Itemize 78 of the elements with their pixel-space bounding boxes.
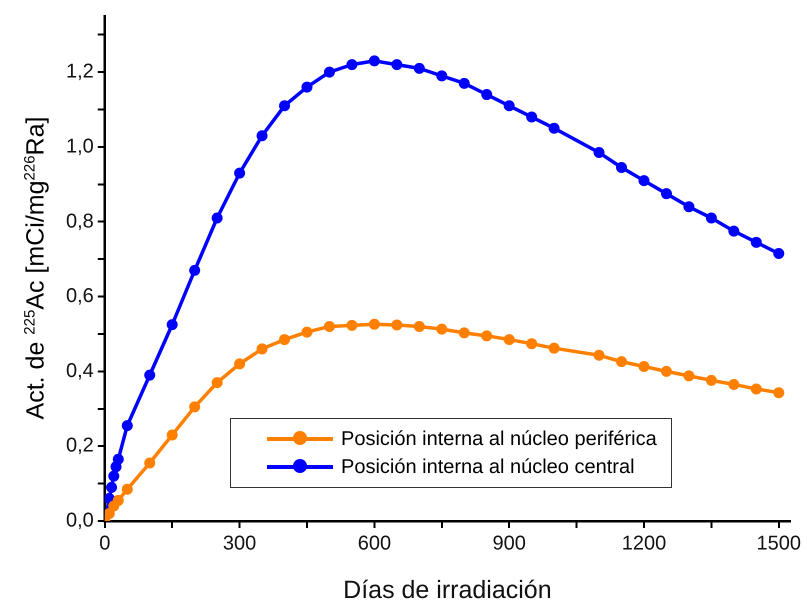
y-tick-label: 0,4 (66, 360, 94, 382)
point (683, 201, 694, 212)
point (144, 458, 156, 469)
point (256, 130, 268, 142)
y-tick-label: 1,2 (66, 60, 94, 83)
x-tick-label: 1500 (756, 532, 802, 555)
point (706, 374, 717, 386)
point (212, 377, 223, 388)
point (279, 100, 290, 112)
point (750, 383, 762, 394)
point (391, 319, 402, 330)
point (504, 100, 515, 112)
point (548, 342, 560, 354)
point (728, 378, 740, 390)
point (346, 59, 358, 70)
x-tick-label: 300 (222, 532, 256, 555)
point (773, 248, 784, 260)
x-tick-label: 1200 (622, 532, 666, 555)
point (234, 358, 246, 370)
point (301, 326, 312, 338)
point (212, 212, 223, 224)
point (728, 226, 740, 237)
point (166, 429, 178, 440)
point (458, 78, 470, 89)
point (256, 343, 268, 354)
y-tick-label: 0,6 (66, 285, 94, 308)
point (414, 62, 425, 74)
point (504, 334, 515, 346)
point (436, 70, 448, 82)
point (594, 147, 605, 158)
point (750, 236, 762, 248)
point (706, 212, 717, 224)
point (324, 320, 335, 332)
point (548, 122, 560, 134)
point (279, 334, 290, 346)
point (166, 319, 178, 330)
y-tick-label: 0,0 (66, 510, 94, 532)
y-tick-label: 0,8 (66, 210, 94, 232)
point (324, 66, 335, 78)
point (106, 482, 118, 493)
point (458, 327, 470, 338)
point (368, 318, 380, 330)
point (481, 330, 492, 342)
point (112, 454, 124, 465)
point (368, 55, 380, 66)
y-tick-label: 1,0 (66, 135, 94, 158)
point (122, 420, 133, 432)
x-tick-label: 900 (492, 532, 526, 555)
y-tick-label: 0,2 (66, 434, 94, 457)
point (112, 494, 124, 506)
point (189, 401, 200, 412)
point (526, 112, 538, 122)
point (616, 162, 628, 173)
point (189, 264, 200, 276)
point (108, 470, 120, 482)
point (660, 366, 672, 377)
point (526, 338, 538, 350)
point (122, 484, 133, 495)
point (391, 59, 402, 70)
point (436, 324, 448, 335)
point (594, 350, 605, 361)
point (616, 356, 628, 368)
point (346, 320, 358, 331)
point (773, 387, 784, 398)
x-tick-label: 0 (99, 532, 110, 555)
point (234, 168, 246, 179)
point (414, 320, 425, 332)
point (660, 188, 672, 200)
legend-label: Posición interna al núcleo periférica (341, 428, 657, 450)
point (481, 89, 492, 100)
point (301, 82, 312, 93)
point (638, 175, 650, 186)
x-tick-label: 600 (358, 532, 392, 555)
x-axis-title: Días de irradiación (343, 576, 552, 604)
point (638, 361, 650, 372)
point (683, 370, 694, 382)
point (144, 370, 156, 381)
legend-label: Posición interna al núcleo central (341, 456, 635, 478)
